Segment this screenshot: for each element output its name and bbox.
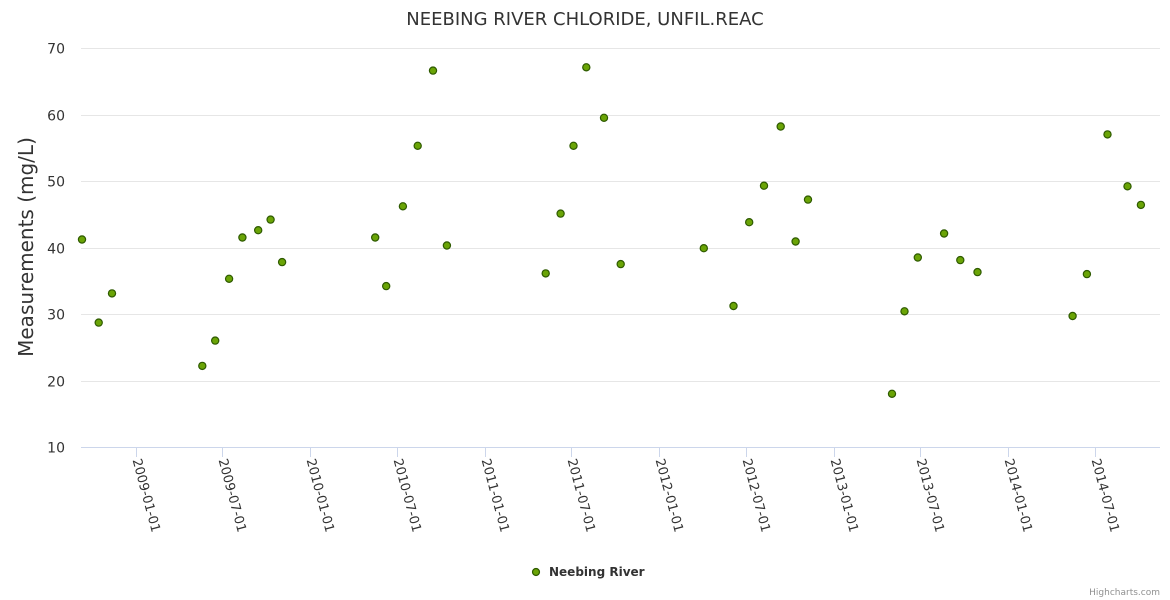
legend[interactable]: Neebing River [531, 565, 645, 579]
x-tick-label: 2010-01-01 [303, 457, 337, 534]
data-point[interactable] [582, 63, 591, 72]
x-tick-label: 2011-07-01 [564, 457, 598, 534]
data-point[interactable] [107, 289, 117, 298]
data-point[interactable] [442, 241, 452, 250]
data-point[interactable] [541, 269, 550, 278]
data-point[interactable] [238, 233, 247, 242]
data-point[interactable] [956, 255, 965, 265]
data-point[interactable] [939, 229, 949, 238]
y-tick-label: 60 [47, 109, 65, 125]
data-point[interactable] [599, 113, 609, 123]
data-point[interactable] [1123, 182, 1132, 191]
data-point[interactable] [1136, 200, 1146, 210]
data-point[interactable] [94, 318, 103, 327]
data-point[interactable] [1068, 311, 1077, 321]
x-tick-label: 2013-07-01 [913, 457, 947, 534]
y-tick-label: 20 [47, 375, 65, 391]
x-tick-label: 2011-01-01 [478, 457, 512, 534]
data-point[interactable] [254, 225, 263, 235]
data-point[interactable] [413, 141, 422, 150]
chart-title: NEEBING RIVER CHLORIDE, UNFIL.REAC [406, 9, 763, 30]
data-point[interactable] [699, 243, 709, 253]
x-tick-label: 2012-07-01 [739, 457, 773, 534]
data-point[interactable] [266, 215, 275, 224]
data-point[interactable] [913, 253, 923, 262]
x-tick-label: 2010-07-01 [390, 457, 424, 534]
data-point[interactable] [224, 274, 234, 283]
data-point[interactable] [776, 122, 785, 131]
legend-marker [531, 567, 541, 577]
credits[interactable]: Highcharts.com [1089, 588, 1160, 598]
series-neebing-river [77, 63, 1146, 398]
x-tick-label: 2013-01-01 [827, 457, 861, 534]
x-tick-label: 2012-01-01 [652, 457, 686, 534]
x-axis: 2009-01-01 2009-07-01 2010-01-01 2010-07-01… [129, 447, 1122, 534]
y-tick-label: 40 [47, 242, 65, 258]
y-axis: 10 20 30 40 50 60 70 [47, 42, 65, 457]
data-point[interactable] [803, 195, 813, 204]
data-point[interactable] [973, 267, 982, 277]
x-tick-label: 2009-01-01 [129, 457, 163, 534]
data-point[interactable] [556, 209, 565, 218]
data-point[interactable] [428, 66, 438, 75]
legend-item-neebing-river[interactable]: Neebing River [549, 565, 645, 579]
data-point[interactable] [277, 257, 287, 267]
y-tick-label: 50 [47, 175, 65, 191]
data-point[interactable] [210, 336, 220, 345]
data-point[interactable] [900, 307, 909, 316]
data-point[interactable] [398, 202, 408, 211]
y-tick-label: 10 [47, 441, 65, 457]
data-point[interactable] [569, 141, 578, 150]
y-tick-label: 70 [47, 42, 65, 58]
data-point[interactable] [198, 361, 207, 371]
data-point[interactable] [616, 259, 625, 269]
x-tick-label: 2014-01-01 [1001, 457, 1035, 534]
grid [81, 48, 1160, 382]
data-point[interactable] [382, 281, 391, 291]
x-tick-label: 2014-07-01 [1088, 457, 1122, 534]
data-point[interactable] [791, 237, 800, 246]
data-point[interactable] [729, 301, 738, 311]
y-axis-title: Measurements (mg/L) [14, 137, 38, 357]
x-tick-label: 2009-07-01 [215, 457, 249, 534]
data-point[interactable] [745, 217, 754, 227]
data-point[interactable] [371, 233, 380, 242]
data-point[interactable] [1103, 130, 1112, 139]
data-point[interactable] [77, 235, 87, 244]
data-point[interactable] [1082, 269, 1092, 279]
y-tick-label: 30 [47, 308, 65, 324]
data-point[interactable] [759, 181, 769, 190]
data-point[interactable] [887, 389, 897, 398]
